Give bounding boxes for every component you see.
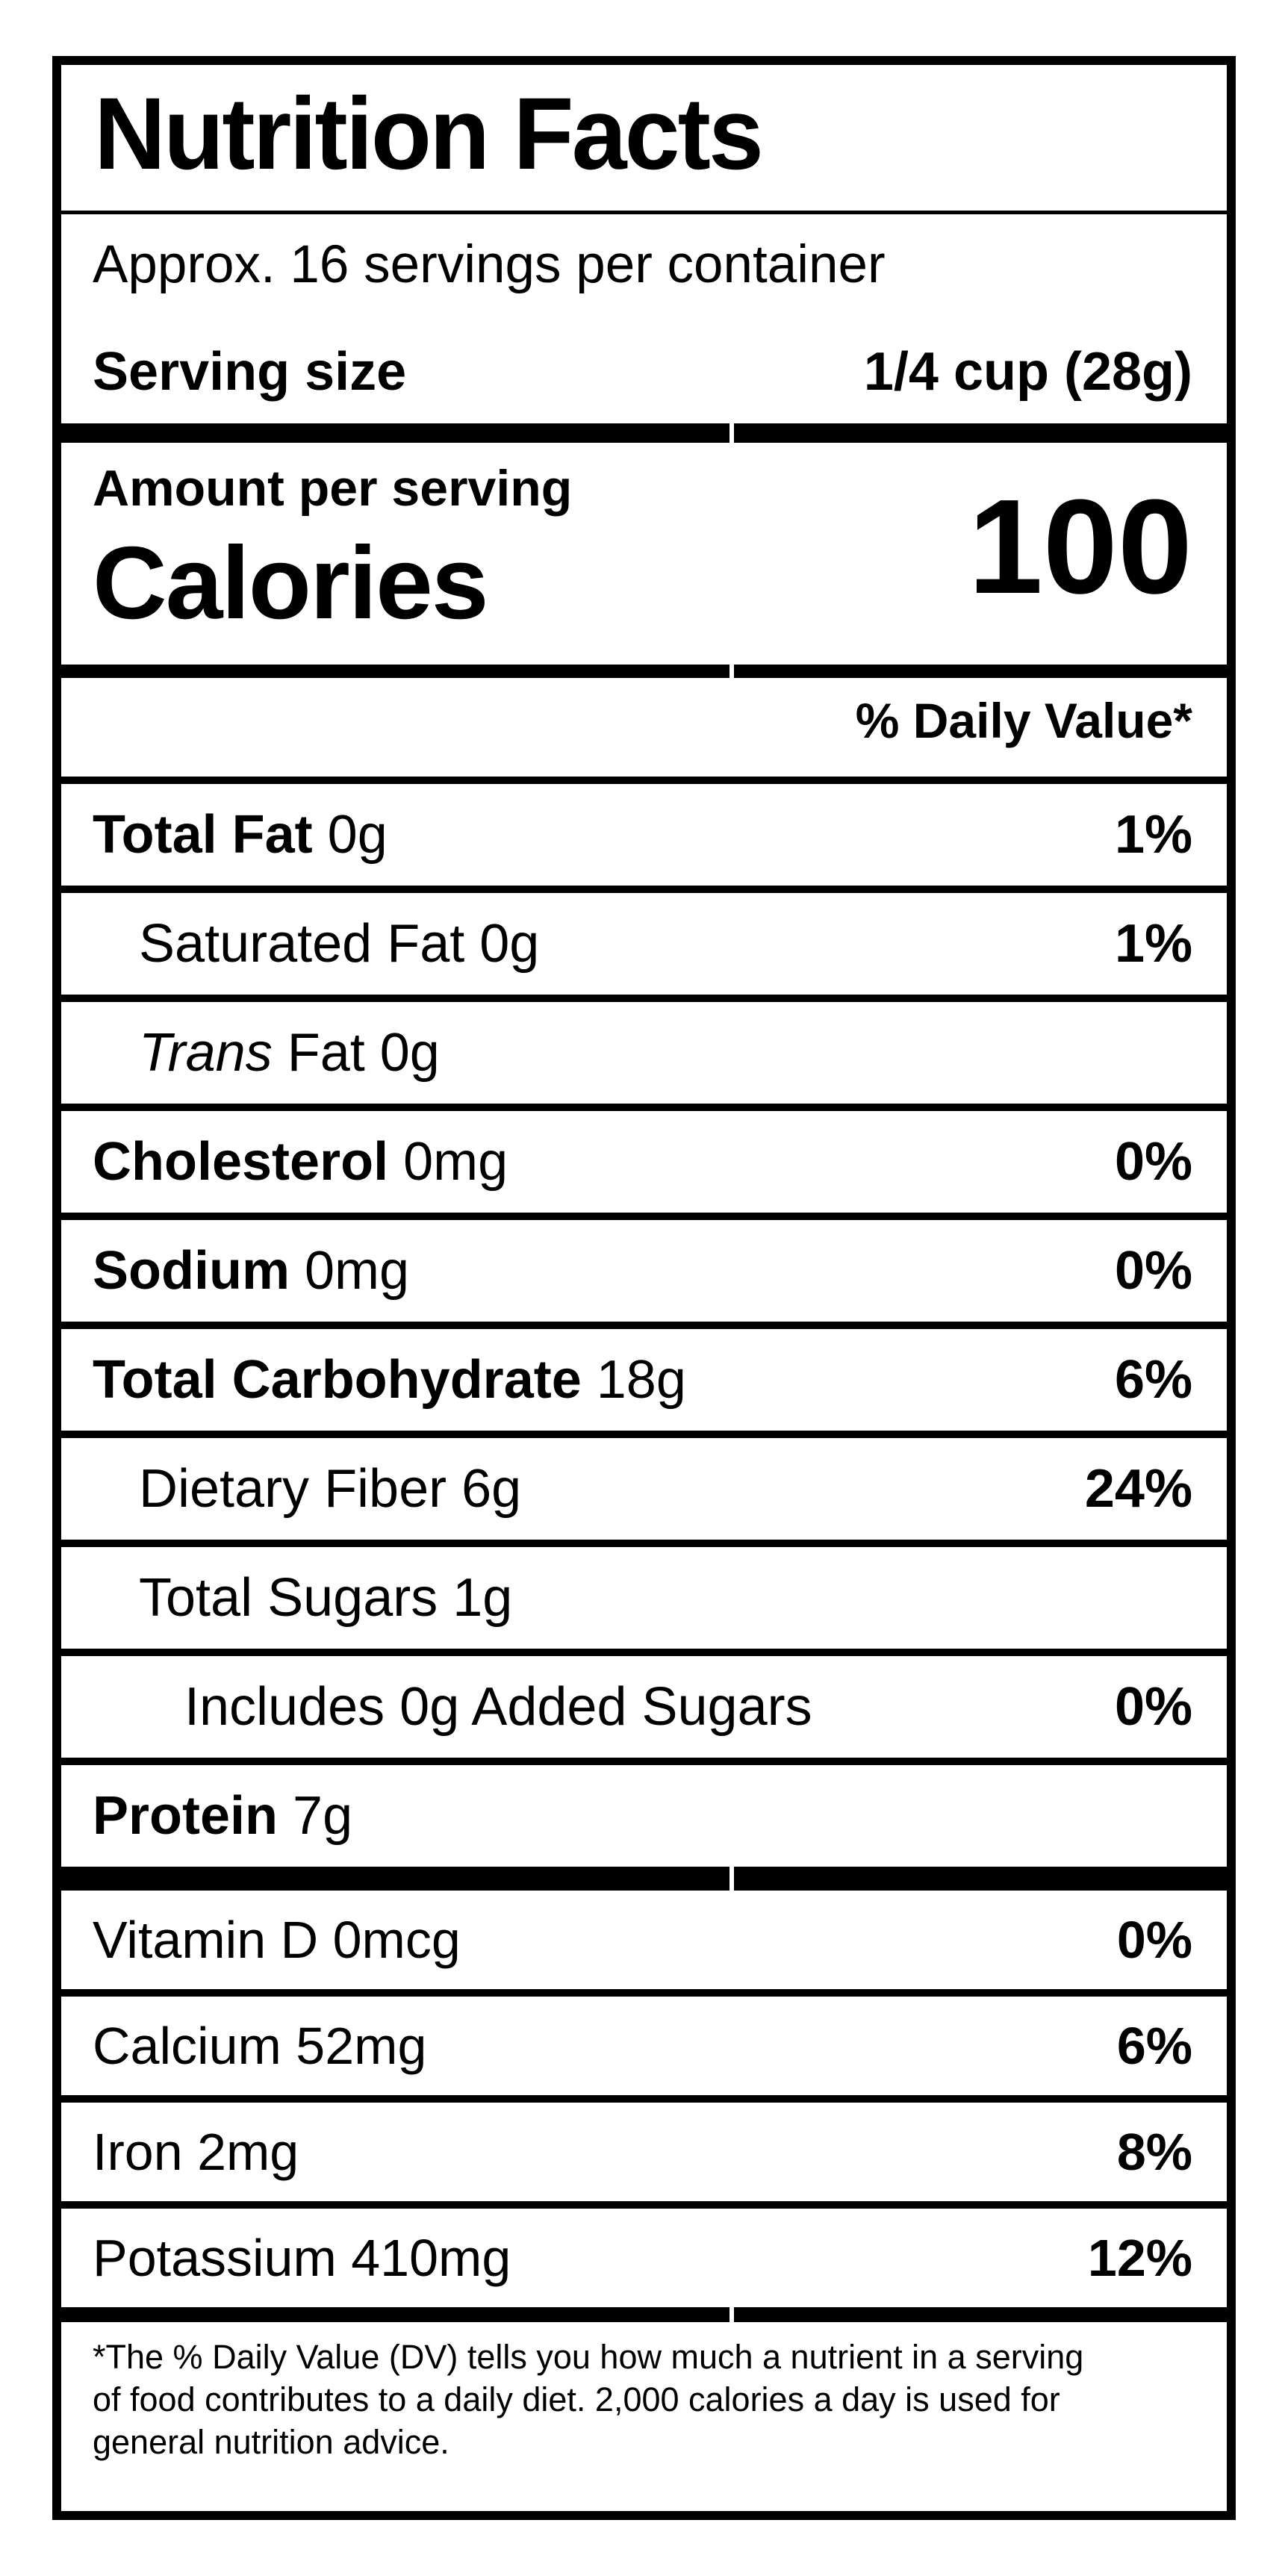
calories-label: Calories <box>93 526 489 641</box>
nutrient-row-total-carbohydrate: Total Carbohydrate 18g 6% <box>61 1322 1227 1431</box>
servings-per-container: Approx. 16 servings per container <box>93 235 886 294</box>
bar-seam <box>729 665 734 678</box>
nutrient-row-cholesterol: Cholesterol 0mg 0% <box>61 1104 1227 1213</box>
nutrient-row-trans-fat: Trans Fat 0g <box>61 995 1227 1104</box>
daily-value-header: % Daily Value* <box>855 693 1192 748</box>
micronutrient-dv: 0% <box>1116 1911 1192 1969</box>
daily-value-footnote: *The % Daily Value (DV) tells you how mu… <box>93 2338 1084 2461</box>
micronutrient-label: Iron 2mg <box>93 2123 299 2181</box>
micronutrient-label: Calcium 52mg <box>93 2017 427 2075</box>
nutrient-row-saturated-fat: Saturated Fat 0g 1% <box>61 886 1227 995</box>
nutrient-row-sodium: Sodium 0mg 0% <box>61 1213 1227 1322</box>
nutrient-row-protein: Protein 7g <box>61 1758 1227 1867</box>
nutrient-label: Trans Fat 0g <box>139 1023 440 1083</box>
serving-size-label: Serving size <box>93 342 407 402</box>
nutrient-label: Includes 0g Added Sugars <box>184 1677 812 1737</box>
nutrient-dv: 0% <box>1114 1132 1192 1192</box>
nutrient-row-total-fat: Total Fat 0g 1% <box>61 777 1227 886</box>
nutrient-label: Total Sugars 1g <box>139 1568 513 1628</box>
nutrient-dv: 1% <box>1114 914 1192 974</box>
nutrient-dv: 1% <box>1114 805 1192 865</box>
nutrient-label: Total Fat 0g <box>93 805 388 865</box>
nutrient-label: Protein 7g <box>93 1786 353 1846</box>
bar-seam <box>729 423 734 443</box>
nutrient-row-added-sugars: Includes 0g Added Sugars 0% <box>61 1649 1227 1758</box>
bar-seam <box>729 2307 734 2322</box>
nutrient-row-total-sugars: Total Sugars 1g <box>61 1540 1227 1649</box>
nutrient-row-dietary-fiber: Dietary Fiber 6g 24% <box>61 1431 1227 1540</box>
micronutrient-row-calcium: Calcium 52mg 6% <box>61 1989 1227 2095</box>
micronutrient-label: Vitamin D 0mcg <box>93 1911 461 1969</box>
separator-bar-medium <box>61 665 1227 678</box>
nutrient-label: Sodium 0mg <box>93 1241 410 1301</box>
micronutrient-dv: 6% <box>1116 2017 1192 2075</box>
micronutrient-label: Potassium 410mg <box>93 2229 511 2287</box>
micronutrient-dv: 8% <box>1116 2123 1192 2181</box>
nutrition-facts-label: Nutrition Facts Approx. 16 servings per … <box>52 56 1236 2520</box>
separator-bar-thick <box>61 2307 1227 2322</box>
nutrient-dv: 0% <box>1114 1677 1192 1737</box>
title-section: Nutrition Facts <box>61 65 1227 214</box>
nutrient-dv: 24% <box>1084 1459 1192 1519</box>
label-title: Nutrition Facts <box>94 77 764 191</box>
serving-size-row: Serving size 1/4 cup (28g) <box>61 314 1227 423</box>
separator-bar-thick <box>61 1867 1227 1891</box>
separator-bar-thick <box>61 423 1227 443</box>
serving-size-value: 1/4 cup (28g) <box>863 342 1192 402</box>
nutrient-dv: 6% <box>1114 1350 1192 1410</box>
nutrient-label: Saturated Fat 0g <box>139 914 540 974</box>
nutrient-label: Total Carbohydrate 18g <box>93 1350 686 1410</box>
nutrient-label: Cholesterol 0mg <box>93 1132 508 1192</box>
amount-per-serving-label: Amount per serving <box>93 460 573 517</box>
nutrient-label: Dietary Fiber 6g <box>139 1459 522 1519</box>
micronutrient-dv: 12% <box>1087 2229 1192 2287</box>
calories-section: Amount per serving Calories 100 <box>61 443 1227 665</box>
bar-seam <box>729 1867 734 1891</box>
nutrient-dv: 0% <box>1114 1241 1192 1301</box>
micronutrient-row-iron: Iron 2mg 8% <box>61 2095 1227 2201</box>
micronutrient-row-vitamin-d: Vitamin D 0mcg 0% <box>61 1891 1227 1989</box>
calories-value: 100 <box>968 472 1192 622</box>
micronutrient-row-potassium: Potassium 410mg 12% <box>61 2201 1227 2307</box>
